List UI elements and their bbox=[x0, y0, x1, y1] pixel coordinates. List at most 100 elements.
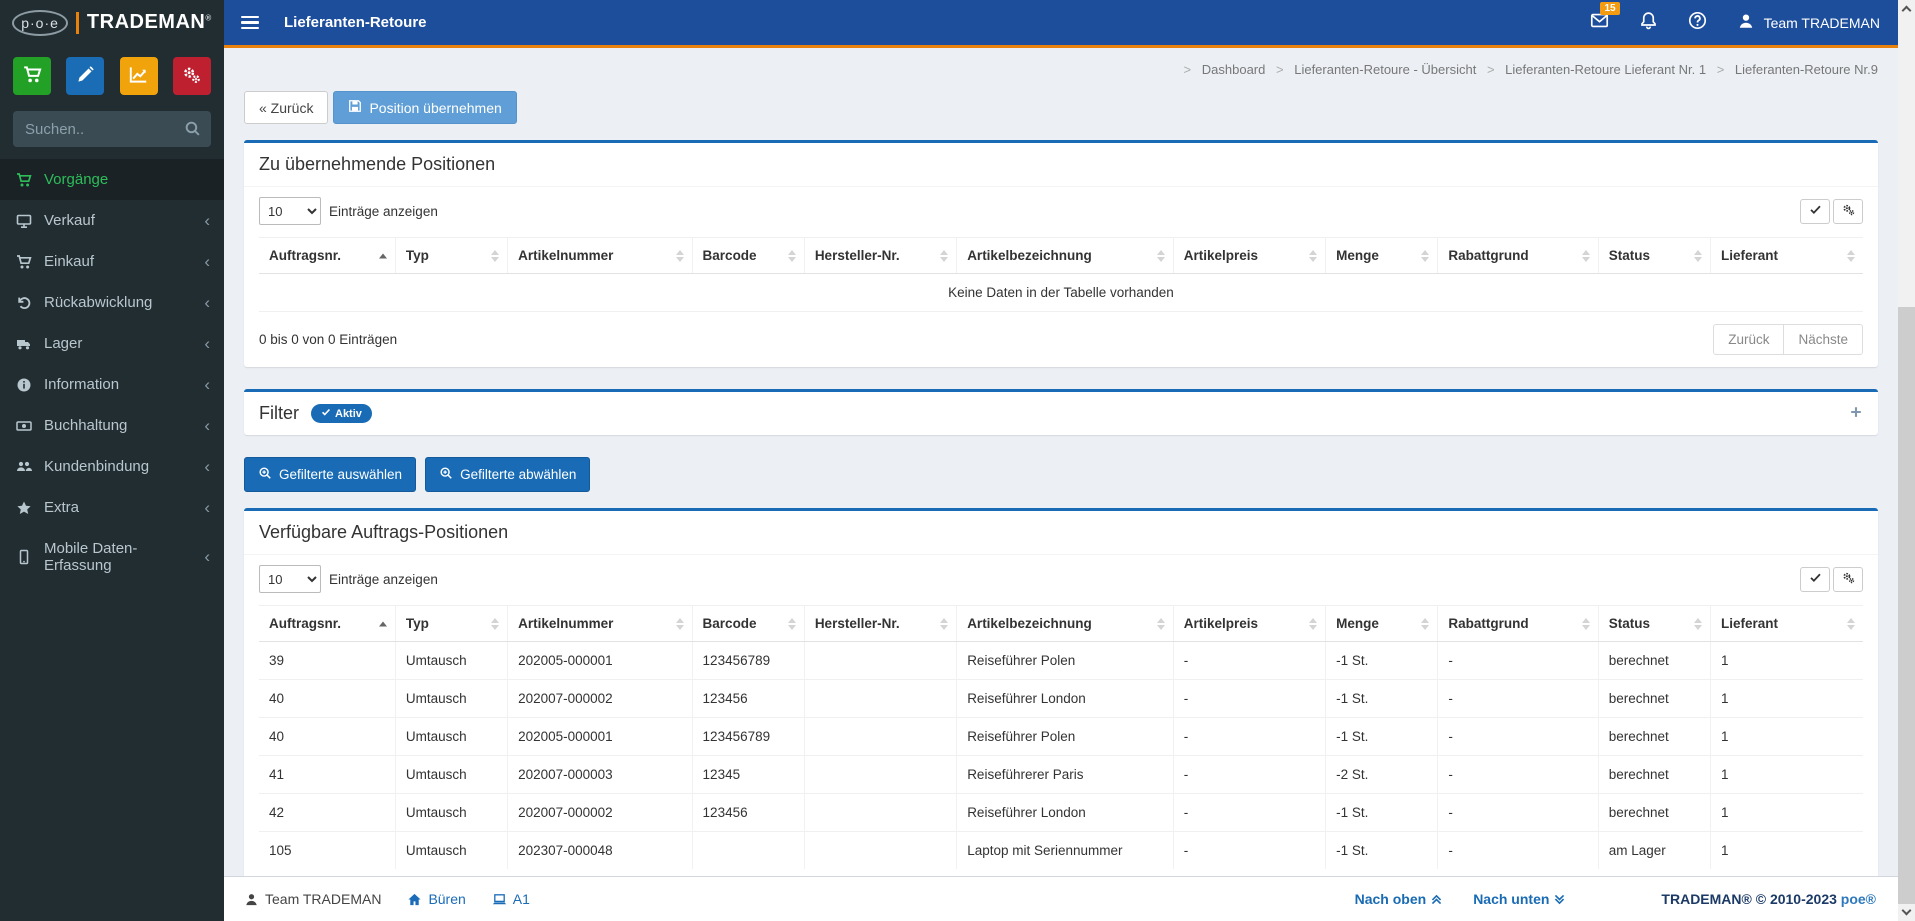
sort-icon bbox=[940, 249, 949, 262]
page-length-label: Einträge anzeigen bbox=[329, 203, 438, 219]
sidebar-item-information[interactable]: Information ‹ bbox=[0, 364, 224, 405]
footer-location-link[interactable]: Büren bbox=[407, 891, 466, 907]
scroll-to-top-link[interactable]: Nach oben bbox=[1355, 891, 1444, 907]
table-settings-button[interactable] bbox=[1833, 198, 1863, 224]
column-header-artikelpreis[interactable]: Artikelpreis bbox=[1172, 605, 1326, 642]
back-button[interactable]: « Zurück bbox=[244, 91, 329, 124]
scrollbar-thumb[interactable] bbox=[1898, 17, 1915, 307]
table-settings-button[interactable] bbox=[1833, 566, 1863, 592]
quick-chart-button[interactable] bbox=[119, 57, 158, 95]
page-length-select[interactable]: 10 bbox=[259, 197, 321, 225]
sidebar-item-mobile-daten-erfassung[interactable]: Mobile Daten-Erfassung ‹ bbox=[0, 528, 224, 586]
sidebar-item-lager[interactable]: Lager ‹ bbox=[0, 323, 224, 364]
chevron-left-icon: ‹ bbox=[204, 292, 210, 312]
filter-active-badge[interactable]: Aktiv bbox=[311, 404, 372, 423]
notifications-button[interactable] bbox=[1639, 11, 1658, 35]
select-all-button[interactable] bbox=[1800, 566, 1830, 592]
quick-edit-button[interactable] bbox=[66, 57, 105, 95]
footer: Team TRADEMAN Büren A1 Nach oben Nach un… bbox=[224, 876, 1898, 921]
filter-buttons: Gefilterte auswählen Gefilterte abwählen bbox=[244, 457, 1878, 492]
gears-icon bbox=[182, 65, 201, 87]
breadcrumb-lieferant[interactable]: Lieferanten-Retoure Lieferant Nr. 1 bbox=[1505, 62, 1707, 77]
sidebar-item-vorgaenge[interactable]: Vorgänge bbox=[0, 159, 224, 200]
table-header-row: Auftragsnr. Typ Artikelnummer Barcode He… bbox=[259, 237, 1863, 274]
column-header-artikelnummer[interactable]: Artikelnummer bbox=[507, 237, 693, 274]
sort-icon bbox=[787, 617, 796, 630]
column-header-lieferant[interactable]: Lieferant bbox=[1710, 605, 1863, 642]
menu-toggle-button[interactable] bbox=[224, 0, 276, 45]
sidebar-item-label: Buchhaltung bbox=[44, 417, 128, 434]
user-menu[interactable]: Team TRADEMAN bbox=[1737, 12, 1880, 33]
table-row[interactable]: 40 Umtausch 202005-000001 123456789 Reisefüh… bbox=[259, 717, 1863, 756]
scrollbar[interactable] bbox=[1898, 0, 1915, 921]
column-header-status[interactable]: Status bbox=[1597, 605, 1711, 642]
table-row[interactable]: 42 Umtausch 202007-000002 123456 Reiseführer… bbox=[259, 793, 1863, 832]
pagination: Zurück Nächste bbox=[1713, 324, 1863, 355]
column-header-artikelnummer[interactable]: Artikelnummer bbox=[507, 605, 693, 642]
column-header-auftragsnr[interactable]: Auftragsnr. bbox=[259, 237, 396, 274]
column-header-barcode[interactable]: Barcode bbox=[691, 237, 805, 274]
quick-cart-button[interactable] bbox=[13, 57, 51, 95]
column-header-barcode[interactable]: Barcode bbox=[691, 605, 805, 642]
help-button[interactable] bbox=[1688, 11, 1707, 35]
footer-device-link[interactable]: A1 bbox=[492, 891, 530, 907]
select-all-button[interactable] bbox=[1800, 198, 1830, 224]
panel-body: 10 Einträge anzeigen Auftragsnr. bbox=[244, 187, 1878, 367]
sidebar-item-label: Rückabwicklung bbox=[44, 294, 153, 311]
sidebar-item-kundenbindung[interactable]: Kundenbindung ‹ bbox=[0, 446, 224, 487]
sort-icon bbox=[1581, 249, 1590, 262]
pagination-previous-button[interactable]: Zurück bbox=[1713, 324, 1785, 355]
table-row[interactable]: 39 Umtausch 202005-000001 123456789 Reisefüh… bbox=[259, 641, 1863, 680]
sidebar-item-buchhaltung[interactable]: Buchhaltung ‹ bbox=[0, 405, 224, 446]
app-logo[interactable]: p·o·e TRADEMAN® bbox=[0, 0, 224, 45]
quick-settings-button[interactable] bbox=[172, 57, 211, 95]
column-header-artikelpreis[interactable]: Artikelpreis bbox=[1172, 237, 1326, 274]
column-header-hersteller-nr[interactable]: Hersteller-Nr. bbox=[803, 237, 957, 274]
column-header-rabattgrund[interactable]: Rabattgrund bbox=[1437, 605, 1599, 642]
search-icon[interactable] bbox=[184, 120, 201, 142]
page-length-select[interactable]: 10 bbox=[259, 565, 321, 593]
breadcrumb-dashboard[interactable]: Dashboard bbox=[1201, 62, 1266, 77]
messages-button[interactable]: 15 bbox=[1590, 1, 1620, 35]
sidebar-item-verkauf[interactable]: Verkauf ‹ bbox=[0, 200, 224, 241]
column-header-menge[interactable]: Menge bbox=[1325, 237, 1438, 274]
column-header-rabattgrund[interactable]: Rabattgrund bbox=[1437, 237, 1599, 274]
breadcrumb-current[interactable]: Lieferanten-Retoure Nr.9 bbox=[1734, 62, 1878, 77]
column-header-status[interactable]: Status bbox=[1597, 237, 1711, 274]
content: > Dashboard > Lieferanten-Retoure - Über… bbox=[224, 48, 1898, 876]
column-header-lieferant[interactable]: Lieferant bbox=[1710, 237, 1863, 274]
sort-icon bbox=[1847, 249, 1855, 262]
deselect-filtered-button[interactable]: Gefilterte abwählen bbox=[425, 457, 591, 492]
column-header-typ[interactable]: Typ bbox=[394, 237, 508, 274]
table-row[interactable]: 40 Umtausch 202007-000002 123456 Reiseführer… bbox=[259, 679, 1863, 718]
angle-double-down-icon bbox=[1553, 893, 1566, 906]
take-position-button[interactable]: Position übernehmen bbox=[333, 91, 517, 124]
select-filtered-button[interactable]: Gefilterte auswählen bbox=[244, 457, 417, 492]
pagination-next-button[interactable]: Nächste bbox=[1783, 324, 1863, 355]
scrollbar-up-button[interactable] bbox=[1898, 0, 1915, 17]
column-header-typ[interactable]: Typ bbox=[394, 605, 508, 642]
column-header-artikelbezeichnung[interactable]: Artikelbezeichnung bbox=[956, 605, 1174, 642]
breadcrumb-uebersicht[interactable]: Lieferanten-Retoure - Übersicht bbox=[1294, 62, 1477, 77]
table-row[interactable]: 41 Umtausch 202007-000003 12345 Reiseführere… bbox=[259, 755, 1863, 794]
sidebar-item-rueckabwicklung[interactable]: Rückabwicklung ‹ bbox=[0, 282, 224, 323]
pencil-icon bbox=[76, 65, 95, 87]
column-header-menge[interactable]: Menge bbox=[1325, 605, 1438, 642]
search-input[interactable] bbox=[13, 111, 211, 147]
chart-icon bbox=[129, 65, 148, 87]
chevron-left-icon: ‹ bbox=[204, 210, 210, 230]
expand-filter-button[interactable] bbox=[1849, 403, 1863, 424]
sidebar-item-label: Verkauf bbox=[44, 212, 95, 229]
sidebar-item-extra[interactable]: Extra ‹ bbox=[0, 487, 224, 528]
table-row[interactable]: 105 Umtausch 202307-000048 Laptop mit Serie… bbox=[259, 831, 1863, 869]
breadcrumb-separator: > bbox=[1276, 62, 1284, 77]
sidebar-item-label: Kundenbindung bbox=[44, 458, 150, 475]
scrollbar-down-button[interactable] bbox=[1898, 904, 1915, 921]
scroll-to-bottom-link[interactable]: Nach unten bbox=[1473, 891, 1566, 907]
sidebar-item-einkauf[interactable]: Einkauf ‹ bbox=[0, 241, 224, 282]
column-header-hersteller-nr[interactable]: Hersteller-Nr. bbox=[803, 605, 957, 642]
column-header-artikelbezeichnung[interactable]: Artikelbezeichnung bbox=[956, 237, 1174, 274]
column-header-auftragsnr[interactable]: Auftragsnr. bbox=[259, 605, 396, 642]
save-icon bbox=[348, 99, 362, 116]
